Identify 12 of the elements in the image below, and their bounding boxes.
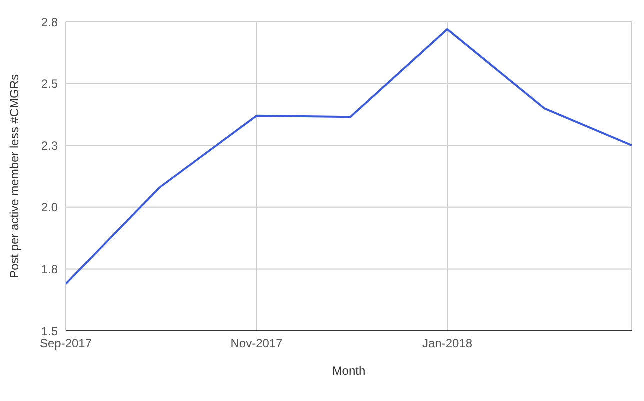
x-tick-label: Sep-2017 bbox=[40, 336, 92, 351]
y-tick-label: 2.0 bbox=[41, 200, 58, 215]
line-series bbox=[66, 28, 632, 286]
y-tick-label: 2.5 bbox=[41, 77, 58, 92]
x-tick-label: Jan-2018 bbox=[422, 336, 473, 351]
y-tick-label: 2.3 bbox=[41, 138, 58, 153]
x-tick-label: Nov-2017 bbox=[230, 336, 284, 351]
y-tick-label: 1.8 bbox=[41, 262, 58, 276]
y-axis-title: Post per active member less #CMGRs bbox=[7, 74, 22, 279]
y-tick-label: 1.5 bbox=[41, 324, 58, 338]
x-axis-title: Month bbox=[332, 364, 366, 378]
y-tick-label: 2.8 bbox=[41, 15, 58, 30]
